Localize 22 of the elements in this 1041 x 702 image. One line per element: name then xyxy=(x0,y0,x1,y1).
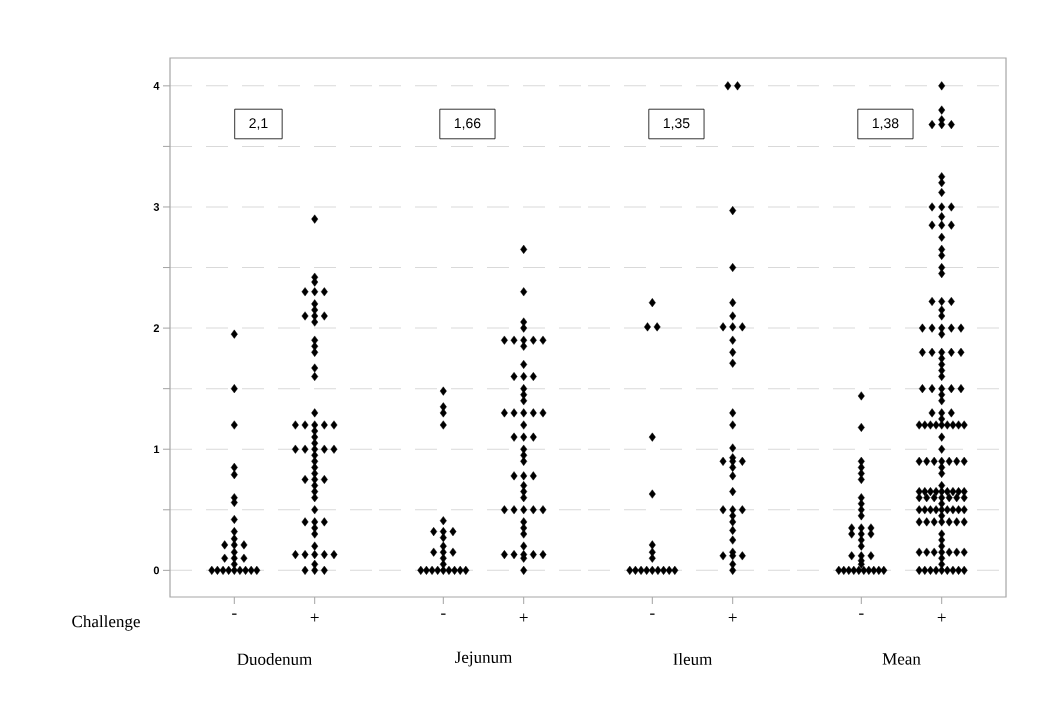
x-axis-title: Duodenum xyxy=(237,653,313,665)
x-tick-label: - xyxy=(441,613,446,615)
x-axis-title: Jejunum xyxy=(455,651,513,667)
x-tick-label: + xyxy=(937,613,946,622)
text: Challenge xyxy=(72,615,140,631)
x-tick-label: + xyxy=(728,613,737,622)
x-tick-label: - xyxy=(859,613,864,615)
x-tick-label: - xyxy=(232,613,237,615)
x-tick-label: + xyxy=(519,613,528,622)
annotation: 1,38 xyxy=(872,118,899,130)
y-tick-label: 0 xyxy=(153,566,160,575)
x-tick-label: + xyxy=(310,613,319,622)
annotation: 1,35 xyxy=(663,118,690,130)
y-tick-label: 1 xyxy=(154,445,160,454)
annotation: 2,1 xyxy=(249,118,268,130)
y-tick-label: 4 xyxy=(153,82,160,90)
y-tick-label: 3 xyxy=(153,203,160,211)
x-axis-title: Ileum xyxy=(673,653,713,665)
x-axis-title: Mean xyxy=(882,653,921,665)
y-tick-label: 2 xyxy=(153,324,160,332)
x-tick-label: - xyxy=(650,613,655,615)
annotation: 1,66 xyxy=(454,118,481,130)
